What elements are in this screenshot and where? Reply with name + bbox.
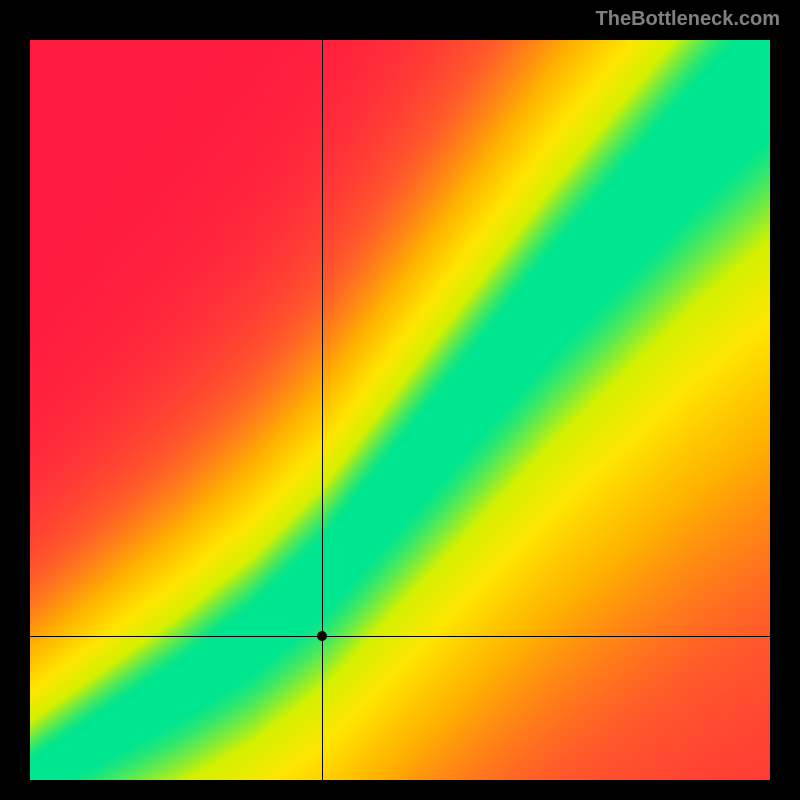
watermark-text: TheBottleneck.com — [596, 8, 780, 31]
selection-marker — [317, 631, 327, 641]
bottleneck-heatmap — [30, 40, 770, 780]
heatmap-canvas — [30, 40, 770, 780]
crosshair-horizontal — [30, 636, 770, 637]
crosshair-vertical — [322, 40, 323, 780]
